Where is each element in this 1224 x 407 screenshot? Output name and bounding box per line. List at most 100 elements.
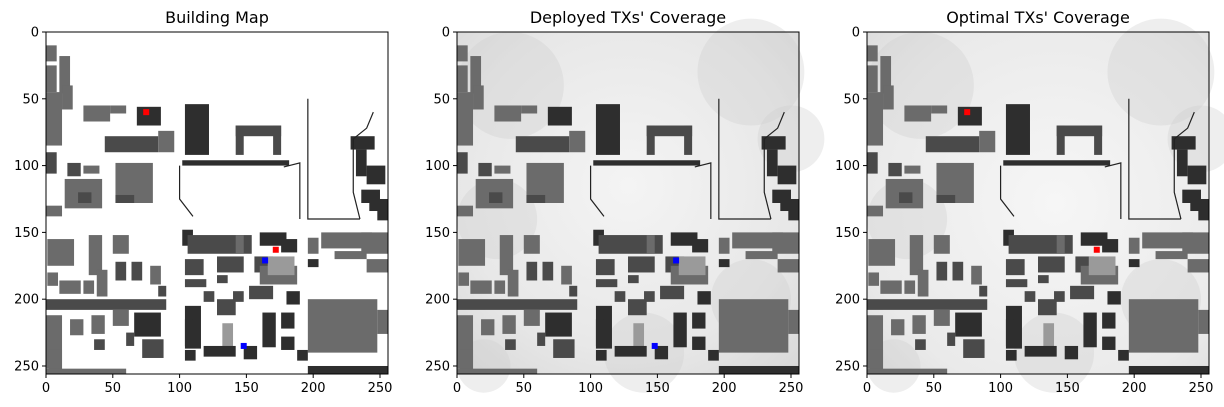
building [83, 105, 111, 122]
building [891, 319, 905, 336]
x-tick-label: 100 [578, 381, 603, 396]
building [1038, 299, 1057, 316]
building [1005, 259, 1025, 276]
chart-title: Optimal TXs' Coverage [946, 8, 1130, 27]
building [867, 368, 948, 374]
building [515, 136, 570, 153]
building [595, 319, 604, 346]
x-tick-label: 0 [863, 381, 871, 396]
building [507, 269, 519, 297]
building [766, 149, 778, 177]
outline [283, 162, 301, 220]
building [947, 332, 956, 346]
building [1024, 291, 1036, 302]
building [110, 105, 127, 114]
building [131, 261, 143, 281]
building [377, 309, 388, 334]
building [458, 239, 486, 266]
building [142, 339, 164, 358]
building [692, 312, 706, 329]
x-tick-label: 0 [42, 381, 50, 396]
building [1102, 336, 1116, 350]
building [1070, 285, 1095, 300]
building [692, 336, 706, 350]
building [963, 339, 985, 358]
tx-marker [272, 246, 279, 253]
building [633, 323, 645, 348]
building [46, 152, 57, 174]
building [470, 280, 492, 294]
building [355, 149, 367, 177]
building [457, 45, 468, 62]
building [867, 299, 988, 310]
building [67, 162, 81, 177]
building [489, 192, 503, 203]
y-tick-label: 100 [14, 159, 39, 174]
building [184, 319, 193, 346]
y-tick-label: 150 [14, 226, 39, 241]
building [494, 165, 511, 174]
building [1187, 165, 1207, 185]
y-tick-label: 150 [835, 226, 860, 241]
x-tick-label: 0 [453, 381, 461, 396]
building [1190, 203, 1204, 212]
y-tick-label: 50 [22, 92, 39, 107]
building [868, 239, 896, 266]
tx-marker [240, 342, 247, 349]
building [46, 45, 57, 62]
building [1038, 256, 1065, 273]
building [745, 251, 778, 260]
building [595, 279, 618, 288]
y-tick-label: 100 [425, 159, 450, 174]
building [904, 165, 921, 174]
building [697, 291, 711, 305]
outline [763, 111, 785, 220]
building [1171, 136, 1196, 150]
building [94, 339, 105, 350]
building [915, 339, 926, 350]
building [350, 136, 375, 150]
building [1005, 349, 1017, 361]
building [867, 152, 878, 174]
building [1187, 259, 1209, 273]
building [478, 162, 492, 177]
x-tick-label: 100 [988, 381, 1013, 396]
building [88, 235, 103, 276]
chart-title: Building Map [165, 8, 269, 27]
x-tick-label: 50 [926, 381, 943, 396]
building [780, 203, 794, 212]
y-tick-label: 50 [843, 92, 860, 107]
tx-marker [651, 342, 658, 349]
building [1056, 125, 1065, 155]
building [1118, 349, 1129, 361]
x-tick-label: 200 [301, 381, 326, 396]
building [979, 285, 988, 297]
building [217, 275, 228, 284]
building [1128, 237, 1140, 254]
building [91, 315, 105, 334]
building [917, 269, 929, 297]
outline [1128, 98, 1181, 220]
outline [307, 98, 360, 220]
building [526, 194, 546, 203]
y-tick-label: 100 [835, 159, 860, 174]
x-tick-label: 150 [1055, 381, 1080, 396]
building [644, 291, 655, 302]
building [457, 65, 468, 93]
building [334, 251, 367, 260]
building [1155, 251, 1188, 260]
building [457, 299, 578, 310]
building [1080, 232, 1108, 246]
building [933, 235, 950, 254]
building [47, 239, 75, 266]
building [1043, 323, 1055, 348]
building [880, 56, 892, 94]
building [1083, 312, 1097, 348]
building [957, 106, 982, 126]
building [184, 349, 196, 361]
building [868, 272, 880, 286]
y-tick-label: 250 [425, 359, 450, 374]
building [899, 192, 913, 203]
building [880, 280, 902, 294]
